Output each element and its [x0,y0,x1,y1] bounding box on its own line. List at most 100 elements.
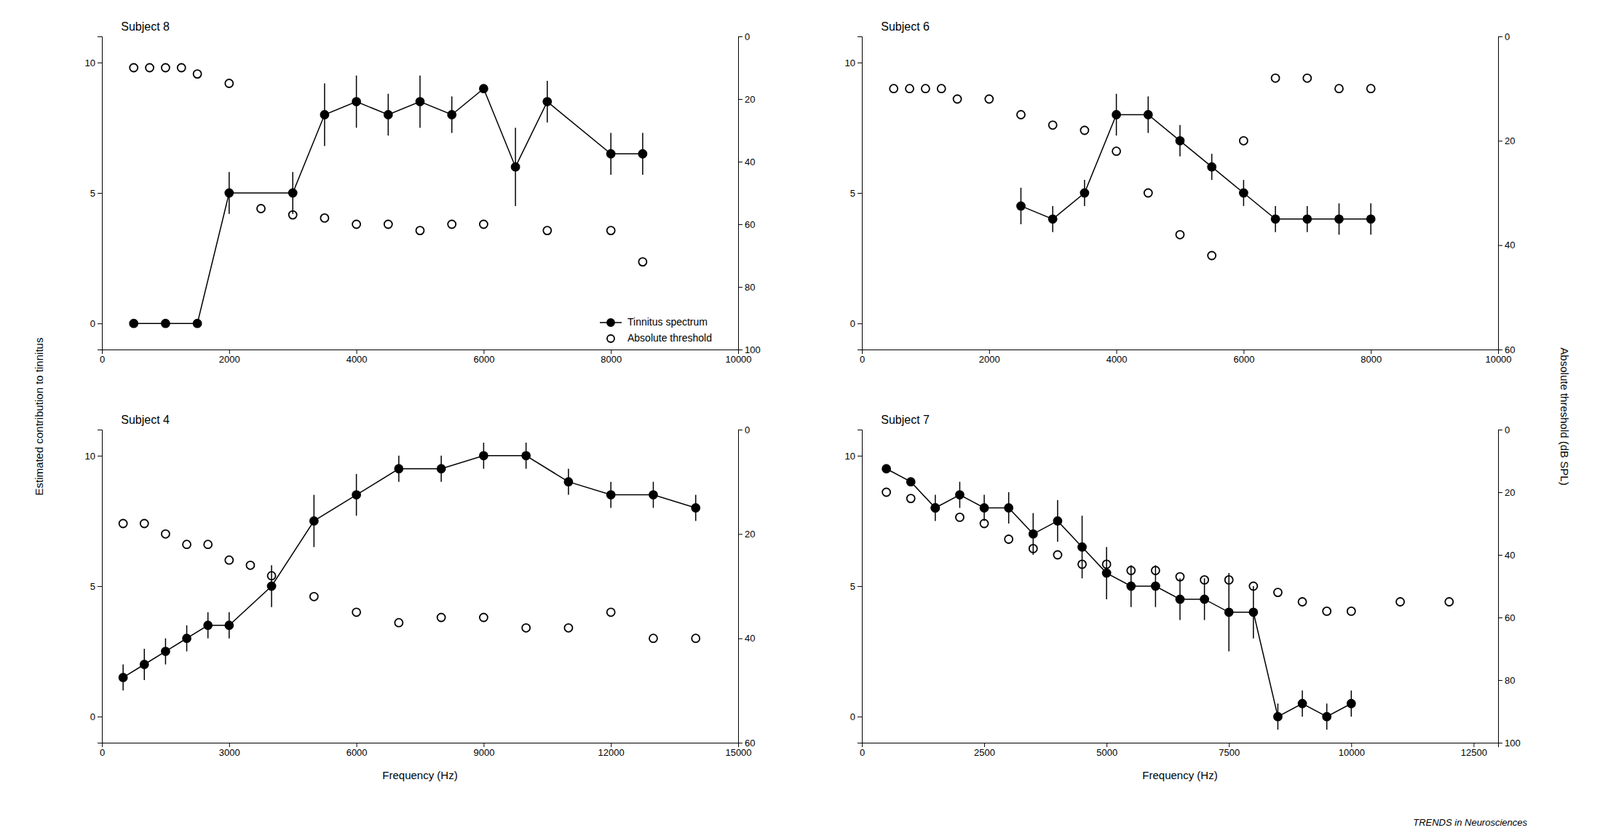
point [384,220,393,229]
x-tick-label: 0 [99,353,105,365]
x-tick-label: 4000 [346,353,368,365]
x-axis: 0200040006000800010000 [99,349,752,365]
x-tick-label: 2000 [979,353,1001,365]
y-axis-title: Estimated contribution to tinnitus [32,337,46,496]
y-tick-mark [857,585,862,587]
y-tick: 10 [845,449,862,461]
y2-tick-label: 20 [1504,135,1515,147]
y-tick: 0 [850,318,862,330]
point [607,226,616,235]
line [133,88,643,324]
x-tick-label: 0 [859,353,865,365]
title: Subject 6 [880,20,930,33]
y2-tick-label: 80 [1504,674,1515,686]
point [1273,588,1282,597]
x-tick: 0 [99,349,105,365]
point [1249,607,1258,616]
point [1303,214,1312,223]
title: Subject 8 [120,20,170,33]
y2-tick: 20 [738,93,755,105]
y-tick-label: 0 [90,318,96,330]
y2-tick-label: 40 [1504,549,1515,561]
y-tick-mark [97,716,102,718]
point [1078,559,1087,568]
y2-tick-label: 0 [1504,31,1510,43]
x-tick-label: 4000 [1106,353,1128,365]
y2-tick-mark [738,742,743,744]
y2-tick-mark [1498,429,1503,431]
y2-tick-mark [738,429,743,431]
point [256,204,265,213]
y2-tick-label: 80 [744,281,755,293]
x-tick: 6000 [346,742,368,758]
point [310,516,319,525]
point [1207,251,1216,260]
point [691,503,700,512]
y-tick-label: 5 [850,187,856,199]
x-tick: 2000 [979,349,1001,365]
y-tick: 0 [850,711,862,723]
point [394,618,403,627]
point [521,451,530,460]
x-tick-mark [1228,742,1230,747]
point [638,257,647,266]
point [1335,214,1344,223]
y2-tick: 60 [738,219,755,231]
x-tick-label: 6000 [473,353,495,365]
point [937,84,946,93]
y2-tick-mark [1498,140,1503,142]
point [224,556,233,565]
y2-tick-mark [1498,36,1503,38]
point [1126,582,1135,591]
y-tick: 0 [90,711,102,723]
y-tick: 0 [90,318,102,330]
point [161,647,170,656]
point [1048,214,1057,223]
point [224,620,233,629]
point [953,95,962,104]
series [882,464,1356,730]
point [310,592,319,601]
legend-item: Absolute threshold [607,331,712,344]
x-tick-mark [1351,742,1352,747]
y2-tick-label: 0 [1504,424,1510,436]
y-tick-mark [97,62,102,64]
y2-tick-label: 0 [744,424,750,436]
y2-tick: 20 [1498,486,1515,498]
point [479,84,488,93]
point [1029,544,1038,553]
y2-tick: 20 [1498,135,1515,147]
point [193,319,202,328]
point [384,110,393,119]
x-tick-label: 8000 [1360,353,1382,365]
y-tick-label: 0 [90,711,96,723]
y2-tick-label: 60 [1504,612,1515,624]
y2-tick-mark [1498,245,1503,247]
y-tick-mark [97,323,102,324]
point [1151,566,1160,575]
x-tick-label: 6000 [1233,353,1255,365]
y2-tick: 20 [738,528,755,540]
y-tick-mark [857,62,862,64]
point [564,477,573,486]
point [288,189,297,198]
series [119,519,701,643]
point [1271,74,1280,83]
series [1016,93,1376,236]
x-tick-mark [1116,349,1118,354]
point [129,64,138,73]
point [1444,597,1453,606]
y2-axis-title: Absolute threshold (dB SPL) [1558,347,1571,485]
point [352,97,361,106]
x-tick: 2500 [973,742,996,758]
point [267,582,276,591]
point [564,623,573,632]
point [889,84,898,93]
y2-tick: 0 [738,31,750,43]
x-tick-label: 9000 [473,746,495,758]
x-tick-label: 0 [99,746,105,758]
point [352,220,361,229]
point [1200,594,1209,603]
x-tick-label: 5000 [1096,746,1118,758]
y2-tick-mark [738,161,743,163]
